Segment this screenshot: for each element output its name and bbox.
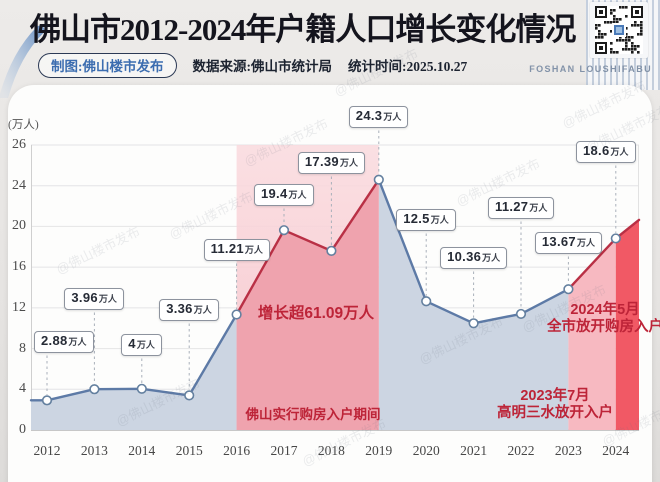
point-unit: 万人 bbox=[383, 112, 402, 122]
annotation-2: 佛山实行购房入户期间 bbox=[246, 407, 381, 423]
data-point-2015 bbox=[184, 390, 195, 401]
point-unit: 万人 bbox=[339, 158, 358, 168]
trend-line bbox=[235, 178, 380, 316]
point-unit: 万人 bbox=[482, 253, 501, 263]
left-swoosh-decoration bbox=[0, 25, 45, 98]
point-label-2014: 4 万人 bbox=[121, 334, 162, 356]
x-axis-tick-label: 2020 bbox=[412, 443, 440, 458]
y-axis-tick-label: 20 bbox=[12, 218, 26, 234]
data-point-2017 bbox=[278, 225, 290, 236]
point-unit: 万人 bbox=[98, 294, 117, 304]
annotation-line: 增长超61.09万人 bbox=[257, 304, 375, 322]
point-value: 3.36 bbox=[166, 301, 193, 316]
area-fill bbox=[236, 179, 379, 430]
point-value: 3.96 bbox=[71, 290, 98, 305]
y-axis-tick-label: 26 bbox=[12, 137, 26, 152]
data-point-2013 bbox=[89, 384, 100, 395]
point-label-2024: 18.6 万人 bbox=[576, 141, 636, 163]
point-value: 24.3 bbox=[355, 108, 383, 123]
annotation-3: 2024年5月 全市放开购房入户 bbox=[547, 302, 660, 336]
point-unit: 万人 bbox=[244, 245, 263, 255]
meta-row: 制图:佛山楼市发布 数据来源:佛山市统计局 统计时间:2025.10.27 bbox=[38, 52, 468, 78]
point-value: 2.88 bbox=[41, 333, 68, 348]
data-point-2016 bbox=[231, 309, 242, 320]
area-fill bbox=[568, 238, 616, 430]
x-axis-tick-label: 2021 bbox=[460, 443, 488, 458]
point-label-2013: 3.96 万人 bbox=[64, 288, 124, 310]
y-axis-tick-label: 24 bbox=[12, 177, 26, 193]
y-axis-tick-label: 16 bbox=[12, 259, 26, 275]
point-unit: 万人 bbox=[610, 147, 629, 157]
point-value: 12.5 bbox=[403, 211, 430, 226]
point-label-2022: 11.27 万人 bbox=[488, 197, 555, 219]
data-point-2012 bbox=[41, 395, 53, 406]
point-label-2020: 12.5 万人 bbox=[396, 209, 456, 231]
point-value: 19.4 bbox=[261, 186, 288, 201]
y-axis-unit-label: (万人) bbox=[8, 119, 39, 131]
y-axis-tick-label: 0 bbox=[19, 422, 26, 437]
point-label-2016: 11.21 万人 bbox=[203, 239, 270, 261]
data-point-2022 bbox=[515, 308, 527, 320]
x-axis-tick-label: 2018 bbox=[317, 443, 345, 458]
point-label-2018: 17.39 万人 bbox=[297, 152, 365, 174]
data-point-2018 bbox=[326, 245, 337, 256]
x-axis-tick-label: 2016 bbox=[223, 443, 251, 458]
point-label-2021: 10.36 万人 bbox=[440, 247, 508, 269]
x-axis-tick-label: 2015 bbox=[175, 443, 203, 458]
data-point-2021 bbox=[468, 318, 479, 329]
point-value: 4 bbox=[128, 336, 136, 351]
annotation-line: 2023年7月 bbox=[520, 387, 590, 404]
data-source-label: 数据来源:佛山市统计局 bbox=[192, 59, 333, 74]
data-point-2014 bbox=[136, 383, 147, 394]
x-axis-tick-label: 2019 bbox=[365, 443, 393, 458]
x-axis-tick-label: 2024 bbox=[602, 443, 630, 458]
x-axis-tick-label: 2023 bbox=[554, 443, 582, 458]
maker-badge: 制图:佛山楼市发布 bbox=[38, 52, 177, 78]
point-unit: 万人 bbox=[576, 238, 595, 248]
x-axis-tick-label: 2013 bbox=[80, 443, 108, 458]
x-axis-tick-label: 2022 bbox=[507, 443, 535, 458]
point-unit: 万人 bbox=[430, 215, 449, 225]
x-axis-tick-label: 2014 bbox=[128, 443, 156, 458]
point-value: 10.36 bbox=[447, 249, 482, 264]
page-title: 佛山市2012-2024年户籍人口增长变化情况 bbox=[30, 12, 576, 47]
point-unit: 万人 bbox=[136, 340, 155, 350]
annotation-line: 高明三水放开入户 bbox=[497, 405, 613, 421]
data-point-2023 bbox=[563, 284, 574, 295]
point-value: 18.6 bbox=[583, 143, 610, 158]
qr-code-icon bbox=[590, 2, 648, 58]
point-value: 11.21 bbox=[210, 241, 244, 256]
x-axis-tick-label: 2012 bbox=[33, 443, 61, 458]
area-fill bbox=[615, 219, 639, 430]
brand-latin-label: FOSHAN LOUSHIFABU bbox=[529, 64, 652, 74]
point-label-2012: 2.88 万人 bbox=[34, 331, 94, 353]
point-label-2017: 19.4 万人 bbox=[254, 184, 314, 206]
annotation-1: 增长超61.09万人 bbox=[258, 305, 374, 323]
y-axis-tick-label: 8 bbox=[19, 340, 26, 356]
point-value: 17.39 bbox=[304, 154, 339, 169]
header: 佛山市2012-2024年户籍人口增长变化情况 制图:佛山楼市发布 数据来源:佛… bbox=[0, 0, 660, 85]
y-axis-tick-label: 12 bbox=[12, 299, 26, 315]
stat-time-label: 统计时间:2025.10.27 bbox=[348, 59, 468, 74]
data-point-2024 bbox=[610, 233, 621, 244]
point-value: 13.67 bbox=[541, 234, 576, 249]
annotation-line: 佛山实行购房入户期间 bbox=[245, 407, 381, 423]
x-axis-tick-label: 2017 bbox=[270, 443, 298, 458]
point-label-2019: 24.3 万人 bbox=[348, 106, 409, 128]
annotation-4: 2023年7月 高明三水放开入户 bbox=[497, 388, 613, 422]
point-label-2015: 3.36 万人 bbox=[159, 299, 219, 321]
annotation-line: 2024年5月 bbox=[570, 301, 640, 318]
data-point-2020 bbox=[421, 296, 432, 307]
point-unit: 万人 bbox=[288, 190, 307, 200]
point-unit: 万人 bbox=[68, 337, 87, 347]
point-unit: 万人 bbox=[193, 305, 212, 315]
point-unit: 万人 bbox=[529, 203, 548, 213]
y-axis-tick-label: 4 bbox=[19, 381, 26, 397]
data-point-2019 bbox=[373, 174, 384, 185]
point-label-2023: 13.67 万人 bbox=[534, 232, 602, 254]
annotation-line: 全市放开购房入户 bbox=[547, 319, 660, 335]
point-value: 11.27 bbox=[495, 199, 529, 214]
